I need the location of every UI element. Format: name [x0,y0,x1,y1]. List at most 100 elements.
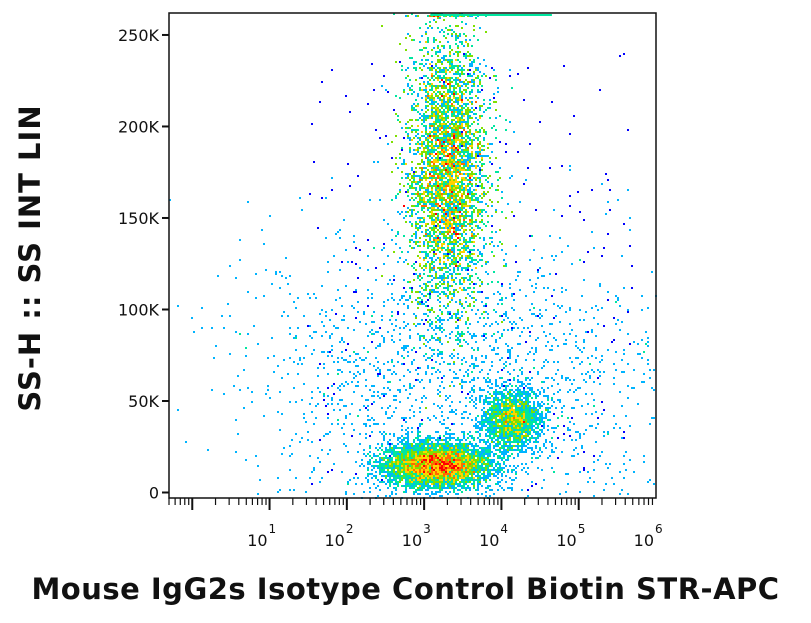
density-dot [323,363,325,365]
density-dot [423,217,425,219]
density-dot [443,143,445,145]
density-dot [443,275,445,277]
density-dot [459,35,461,37]
density-dot [531,313,533,315]
density-dot [653,389,655,391]
density-dot [427,39,429,41]
density-dot [403,357,405,359]
density-dot [439,353,441,355]
density-dot [527,167,529,169]
density-dot [461,381,463,383]
density-dot [331,399,333,401]
density-dot [459,203,461,205]
density-dot [329,319,331,321]
density-dot [461,127,463,129]
density-dot [483,149,485,151]
density-dot [391,339,393,341]
density-dot [453,123,455,125]
density-dot [435,239,437,241]
density-dot [221,315,223,317]
density-dot [451,195,453,197]
density-dot [441,29,443,31]
density-dot [421,109,423,111]
density-dot [435,77,437,79]
density-dot [355,263,357,265]
density-dot [439,385,441,387]
density-dot [529,417,531,419]
density-dot [437,205,439,207]
density-dot [489,415,491,417]
density-dot [425,287,427,289]
density-dot [431,211,433,213]
density-dot [311,411,313,413]
density-dot [437,225,439,227]
density-dot [413,91,415,93]
density-dot [467,153,469,155]
density-dot [397,361,399,363]
density-dot [447,227,449,229]
density-dot [603,409,605,411]
density-dot [401,363,403,365]
density-dot [381,315,383,317]
density-dot [503,367,505,369]
density-dot [439,321,441,323]
density-dot [293,301,295,303]
density-dot [419,153,421,155]
density-dot [463,113,465,115]
density-dot [447,141,449,143]
density-dot [423,257,425,259]
density-dot [481,281,483,283]
density-dot [451,153,453,155]
density-dot [431,227,433,229]
density-dot [455,263,457,265]
density-dot [493,347,495,349]
density-dot [451,61,453,63]
density-dot [465,57,467,59]
density-dot [507,413,509,415]
density-dot [457,161,459,163]
density-dot [455,317,457,319]
density-dot [435,277,437,279]
density-dot [337,373,339,375]
density-dot [411,405,413,407]
density-dot [525,419,527,421]
density-dot [407,207,409,209]
density-dot [429,295,431,297]
density-dot [467,51,469,53]
density-dot [441,99,443,101]
density-dot [473,59,475,61]
density-dot [535,421,537,423]
density-dot [561,415,563,417]
density-dot [391,283,393,285]
density-dot [475,193,477,195]
density-dot [471,241,473,243]
density-dot [489,409,491,411]
density-dot [539,423,541,425]
density-dot [529,279,531,281]
density-dot [459,439,461,441]
density-dot [441,227,443,229]
density-dot [489,103,491,105]
density-dot [527,423,529,425]
density-dot [453,267,455,269]
density-dot [403,345,405,347]
density-dot [411,129,413,131]
density-dot [503,409,505,411]
density-dot [391,239,393,241]
density-dot [443,187,445,189]
density-dot [317,227,319,229]
density-dot [481,291,483,293]
density-dot [509,355,511,357]
density-dot [311,397,313,399]
density-dot [411,239,413,241]
density-dot [471,117,473,119]
density-dot [403,217,405,219]
density-dot [585,429,587,431]
density-dot [539,317,541,319]
density-dot [521,431,523,433]
density-dot [475,267,477,269]
density-dot [369,425,371,427]
density-dot [491,395,493,397]
density-dot [371,293,373,295]
density-dot [601,183,603,185]
